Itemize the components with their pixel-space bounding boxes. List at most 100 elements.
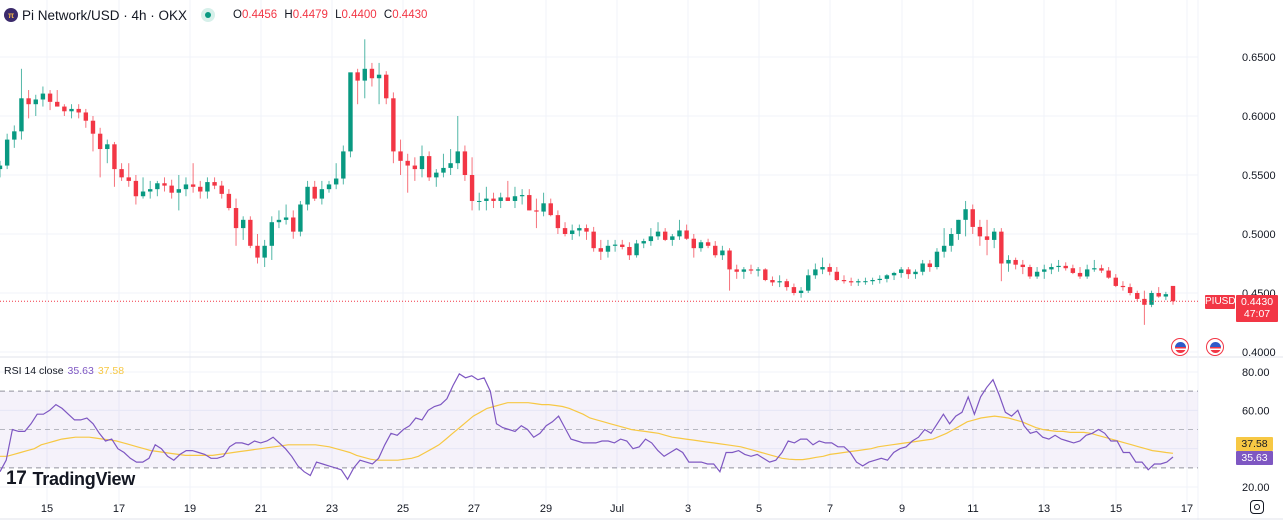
candle <box>155 183 160 190</box>
candle <box>677 230 682 237</box>
candle <box>848 281 854 283</box>
time-tick: 17 <box>1181 503 1193 515</box>
candle <box>105 144 110 150</box>
candle <box>341 151 346 179</box>
candle <box>76 108 81 113</box>
candle <box>305 186 310 205</box>
candle <box>326 184 332 190</box>
rsi-tick: 60.00 <box>1242 405 1270 417</box>
tradingview-logo[interactable]: 17 TradingView <box>6 468 135 490</box>
candle <box>83 112 89 121</box>
time-tick: 23 <box>326 503 338 515</box>
candle <box>140 191 146 197</box>
candle <box>477 200 482 202</box>
chart-settings-gear-icon[interactable] <box>1250 500 1264 514</box>
candle <box>519 195 525 197</box>
candle <box>748 269 754 271</box>
low-value: 0.4400 <box>341 9 377 21</box>
rsi-legend-label: RSI 14 close <box>4 365 64 377</box>
high-label: H <box>284 9 293 21</box>
candle <box>455 151 460 164</box>
time-tick: 13 <box>1038 503 1050 515</box>
candle <box>33 99 38 105</box>
candle <box>262 245 267 258</box>
candle <box>920 263 925 272</box>
candle <box>605 245 611 252</box>
candle <box>112 144 117 170</box>
candle <box>670 236 675 240</box>
candle <box>369 68 375 79</box>
symbol-badge: PIUSD <box>1205 295 1236 309</box>
price-tick: 0.6500 <box>1242 52 1276 64</box>
candle <box>684 230 689 239</box>
time-tick: 27 <box>468 503 480 515</box>
candle <box>1013 259 1018 265</box>
grid-lines <box>0 0 1198 505</box>
candle <box>1077 272 1083 277</box>
candle <box>713 245 718 256</box>
candle <box>927 263 933 268</box>
rsi-legend[interactable]: RSI 14 close 35.63 37.58 <box>4 365 124 377</box>
tradingview-logo-text: TradingView <box>32 468 136 489</box>
candle <box>434 172 439 178</box>
rsi-legend-value: 35.63 <box>67 365 94 377</box>
candle <box>40 93 46 100</box>
us-flag-event-icon[interactable] <box>1171 338 1189 356</box>
candle <box>834 271 840 281</box>
candle <box>398 151 403 161</box>
time-tick: Jul <box>610 503 624 515</box>
candlestick-series[interactable] <box>0 39 1176 325</box>
candle <box>19 98 24 132</box>
candle <box>620 244 625 247</box>
candle <box>176 189 182 193</box>
candle <box>1070 268 1076 273</box>
candle <box>1142 298 1147 305</box>
current-price-badge: 0.4430 47:07 <box>1236 295 1278 322</box>
us-flag-event-icon[interactable] <box>1206 338 1224 356</box>
candle <box>405 160 410 166</box>
candle <box>970 209 975 227</box>
candle <box>770 280 775 283</box>
candle <box>1156 293 1161 297</box>
candle <box>319 189 325 199</box>
candle <box>333 178 339 185</box>
candle <box>784 281 789 288</box>
candle <box>90 120 96 134</box>
candle <box>212 182 217 186</box>
candle <box>655 231 661 237</box>
rsi-value-badge: 35.63 <box>1236 451 1273 465</box>
candle <box>491 198 496 201</box>
candle <box>183 184 189 190</box>
time-tick: 17 <box>113 503 125 515</box>
symbol-title[interactable]: Pi Network/USD · 4h · OKX <box>22 7 188 23</box>
rsi-axis[interactable]: 80.00 60.00 20.00 <box>1242 367 1270 494</box>
candle <box>226 193 232 209</box>
candle <box>26 98 31 105</box>
candle <box>1120 285 1126 288</box>
candle <box>97 133 103 150</box>
candle <box>534 210 539 212</box>
candle <box>856 281 861 283</box>
candle <box>219 185 224 194</box>
time-axis[interactable]: 15 17 19 21 23 25 27 29 Jul 3 5 7 9 11 13 15 17 <box>41 503 1193 515</box>
candle <box>977 226 983 237</box>
candle <box>741 269 747 272</box>
candle <box>934 251 940 268</box>
candle <box>877 278 882 281</box>
candle <box>62 106 67 112</box>
candle <box>47 93 53 102</box>
candle <box>426 156 432 178</box>
candle <box>1113 277 1118 286</box>
time-tick: 5 <box>756 503 762 515</box>
candle <box>1106 270 1111 278</box>
candle <box>899 269 904 273</box>
market-open-dot-icon <box>201 8 216 22</box>
candle <box>448 163 453 168</box>
candle <box>827 267 832 272</box>
candle <box>863 281 868 283</box>
price-tick: 0.5000 <box>1242 229 1276 241</box>
candle <box>269 222 274 246</box>
candle <box>190 184 196 187</box>
